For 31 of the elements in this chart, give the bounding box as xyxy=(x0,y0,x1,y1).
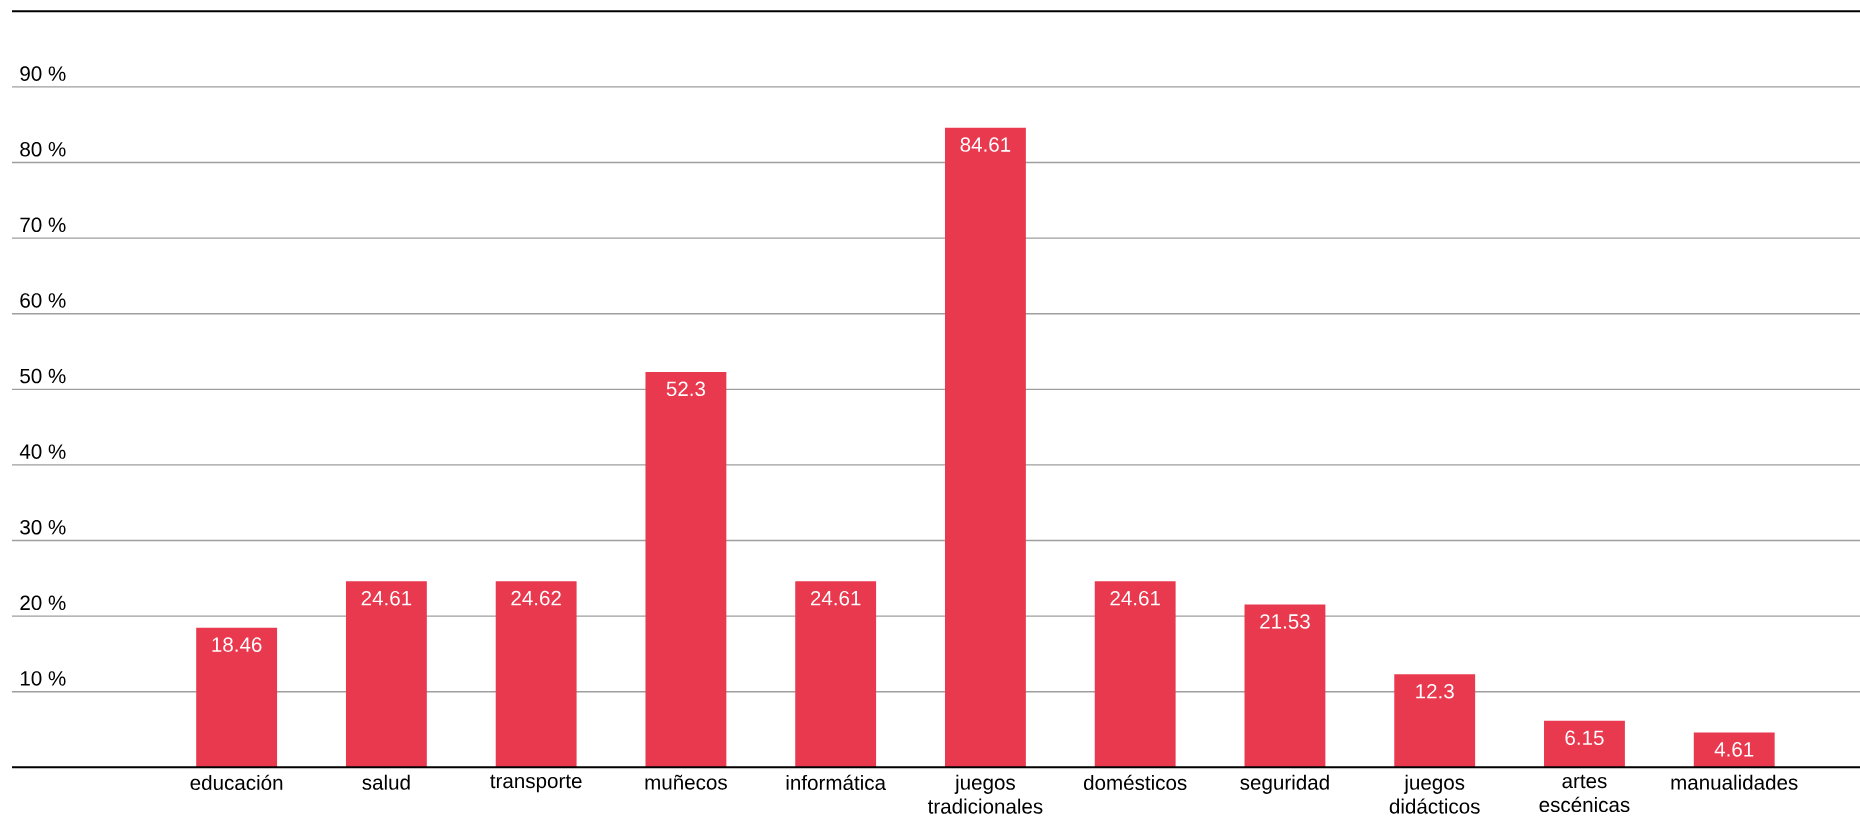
y-tick-label: 90 % xyxy=(20,66,66,81)
x-tick-label: seguridad xyxy=(1240,774,1329,794)
x-tick-label: manualidades xyxy=(1671,774,1798,790)
data-label: 24.61 xyxy=(361,590,412,606)
x-tick-label: domésticos xyxy=(1083,774,1187,791)
x-tick-label: muñecos xyxy=(645,774,727,790)
x-tick-label: informática xyxy=(786,774,886,791)
data-label: 24.61 xyxy=(810,590,861,606)
y-tick-label: 20 % xyxy=(20,595,66,611)
y-tick-label: 40 % xyxy=(19,444,66,459)
data-label: 52.3 xyxy=(666,381,706,397)
data-label: 24.61 xyxy=(1110,590,1160,606)
y-tick-label: 30 % xyxy=(20,519,66,535)
y-tick-label: 80 % xyxy=(20,141,66,157)
x-tick-label: juegos tradicionales xyxy=(927,774,1043,814)
x-tick-label: transporte xyxy=(490,774,582,793)
data-label: 84.61 xyxy=(960,137,1011,152)
x-tick-label: artes escénicas xyxy=(1539,774,1630,813)
data-label: 6.15 xyxy=(1565,730,1604,746)
data-label: 18.46 xyxy=(212,637,262,652)
data-label: 12.3 xyxy=(1416,683,1454,699)
data-label: 21.53 xyxy=(1260,614,1310,629)
x-tick-label: salud xyxy=(362,774,410,790)
y-tick-label: 50 % xyxy=(20,368,66,384)
y-tick-label: 70 % xyxy=(20,217,66,233)
data-label: 24.62 xyxy=(511,590,561,606)
x-tick-label: juegos didácticos xyxy=(1389,774,1480,814)
y-tick-label: 60 % xyxy=(20,293,66,308)
x-tick-label: educación xyxy=(190,774,283,791)
y-tick-label: 10 % xyxy=(20,671,66,686)
data-label: 4.61 xyxy=(1714,742,1754,757)
